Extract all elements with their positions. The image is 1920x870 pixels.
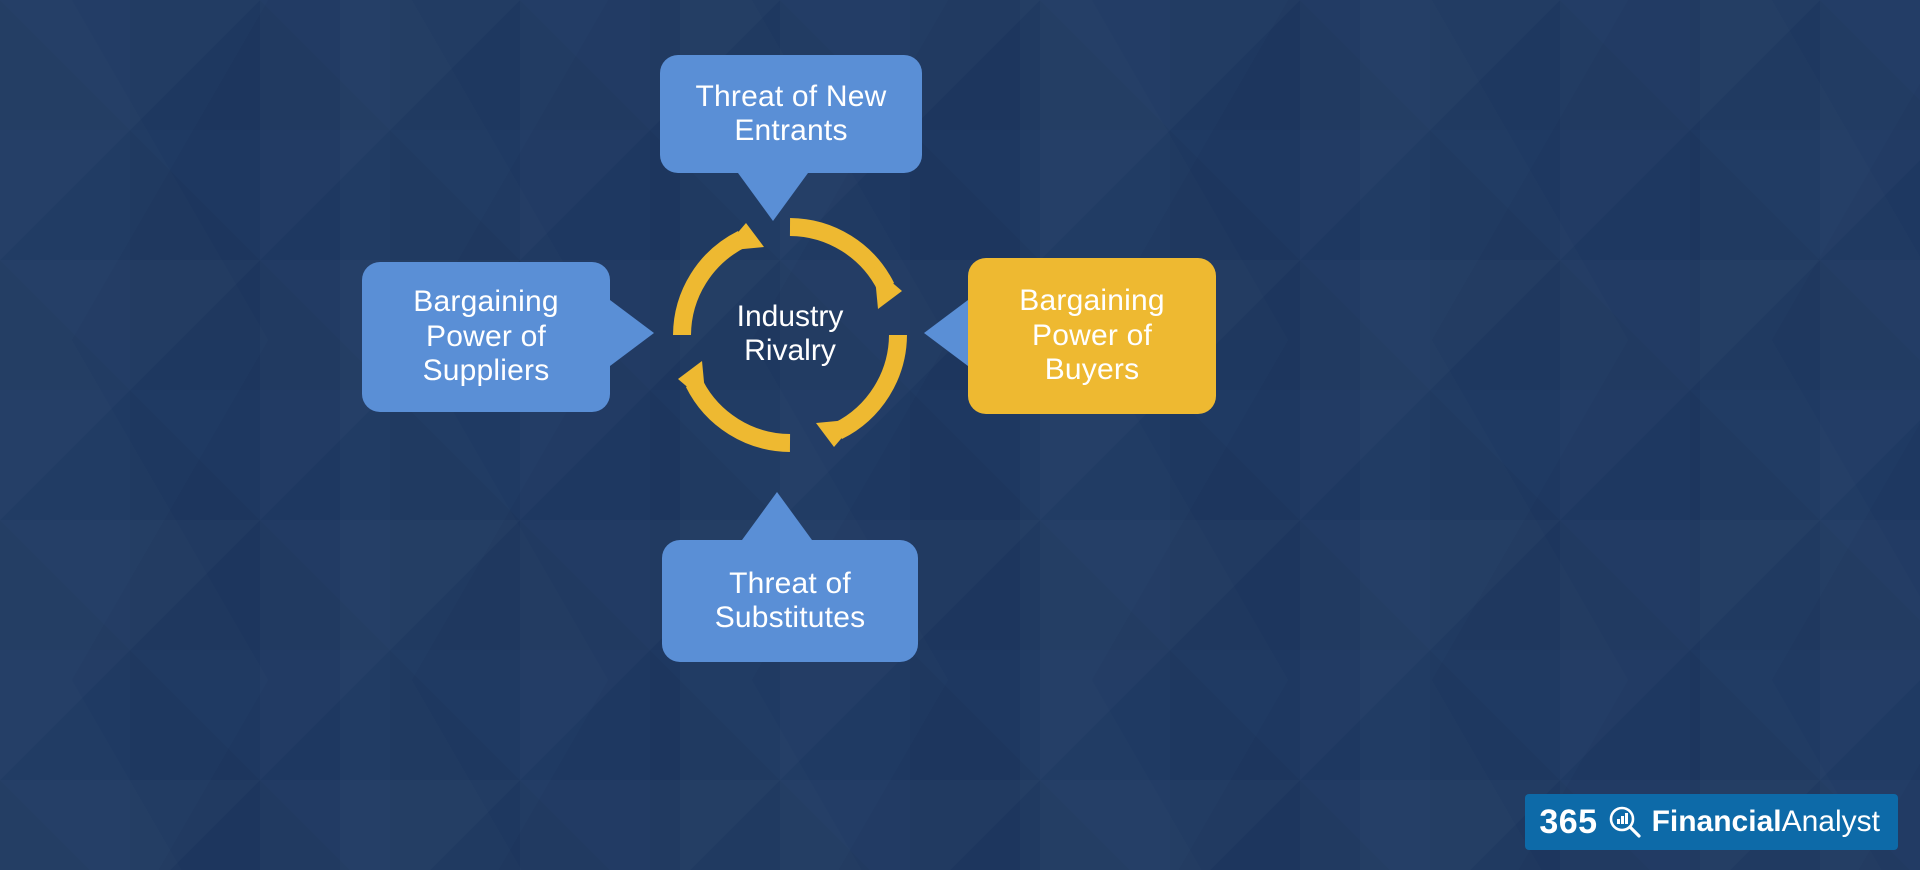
force-box-left: Bargaining Power of Suppliers — [362, 262, 610, 412]
force-box-top: Threat of New Entrants — [660, 55, 922, 173]
center-label: Industry Rivalry — [712, 300, 868, 367]
brand-watermark: 365 FinancialAnalyst — [1525, 794, 1898, 850]
force-box-bottom: Threat of Substitutes — [662, 540, 918, 662]
box-bottom-pointer-icon — [742, 492, 812, 540]
watermark-brand: FinancialAnalyst — [1652, 805, 1880, 839]
box-top-pointer-icon — [738, 173, 808, 221]
force-box-right: Bargaining Power of Buyers — [968, 258, 1216, 414]
diagram-stage: Industry Rivalry Threat of New Entrants … — [0, 0, 1920, 870]
watermark-365: 365 — [1539, 803, 1597, 842]
magnifier-bars-icon — [1608, 805, 1642, 839]
box-left-pointer-icon — [610, 300, 654, 366]
box-right-pointer-icon — [924, 300, 968, 366]
